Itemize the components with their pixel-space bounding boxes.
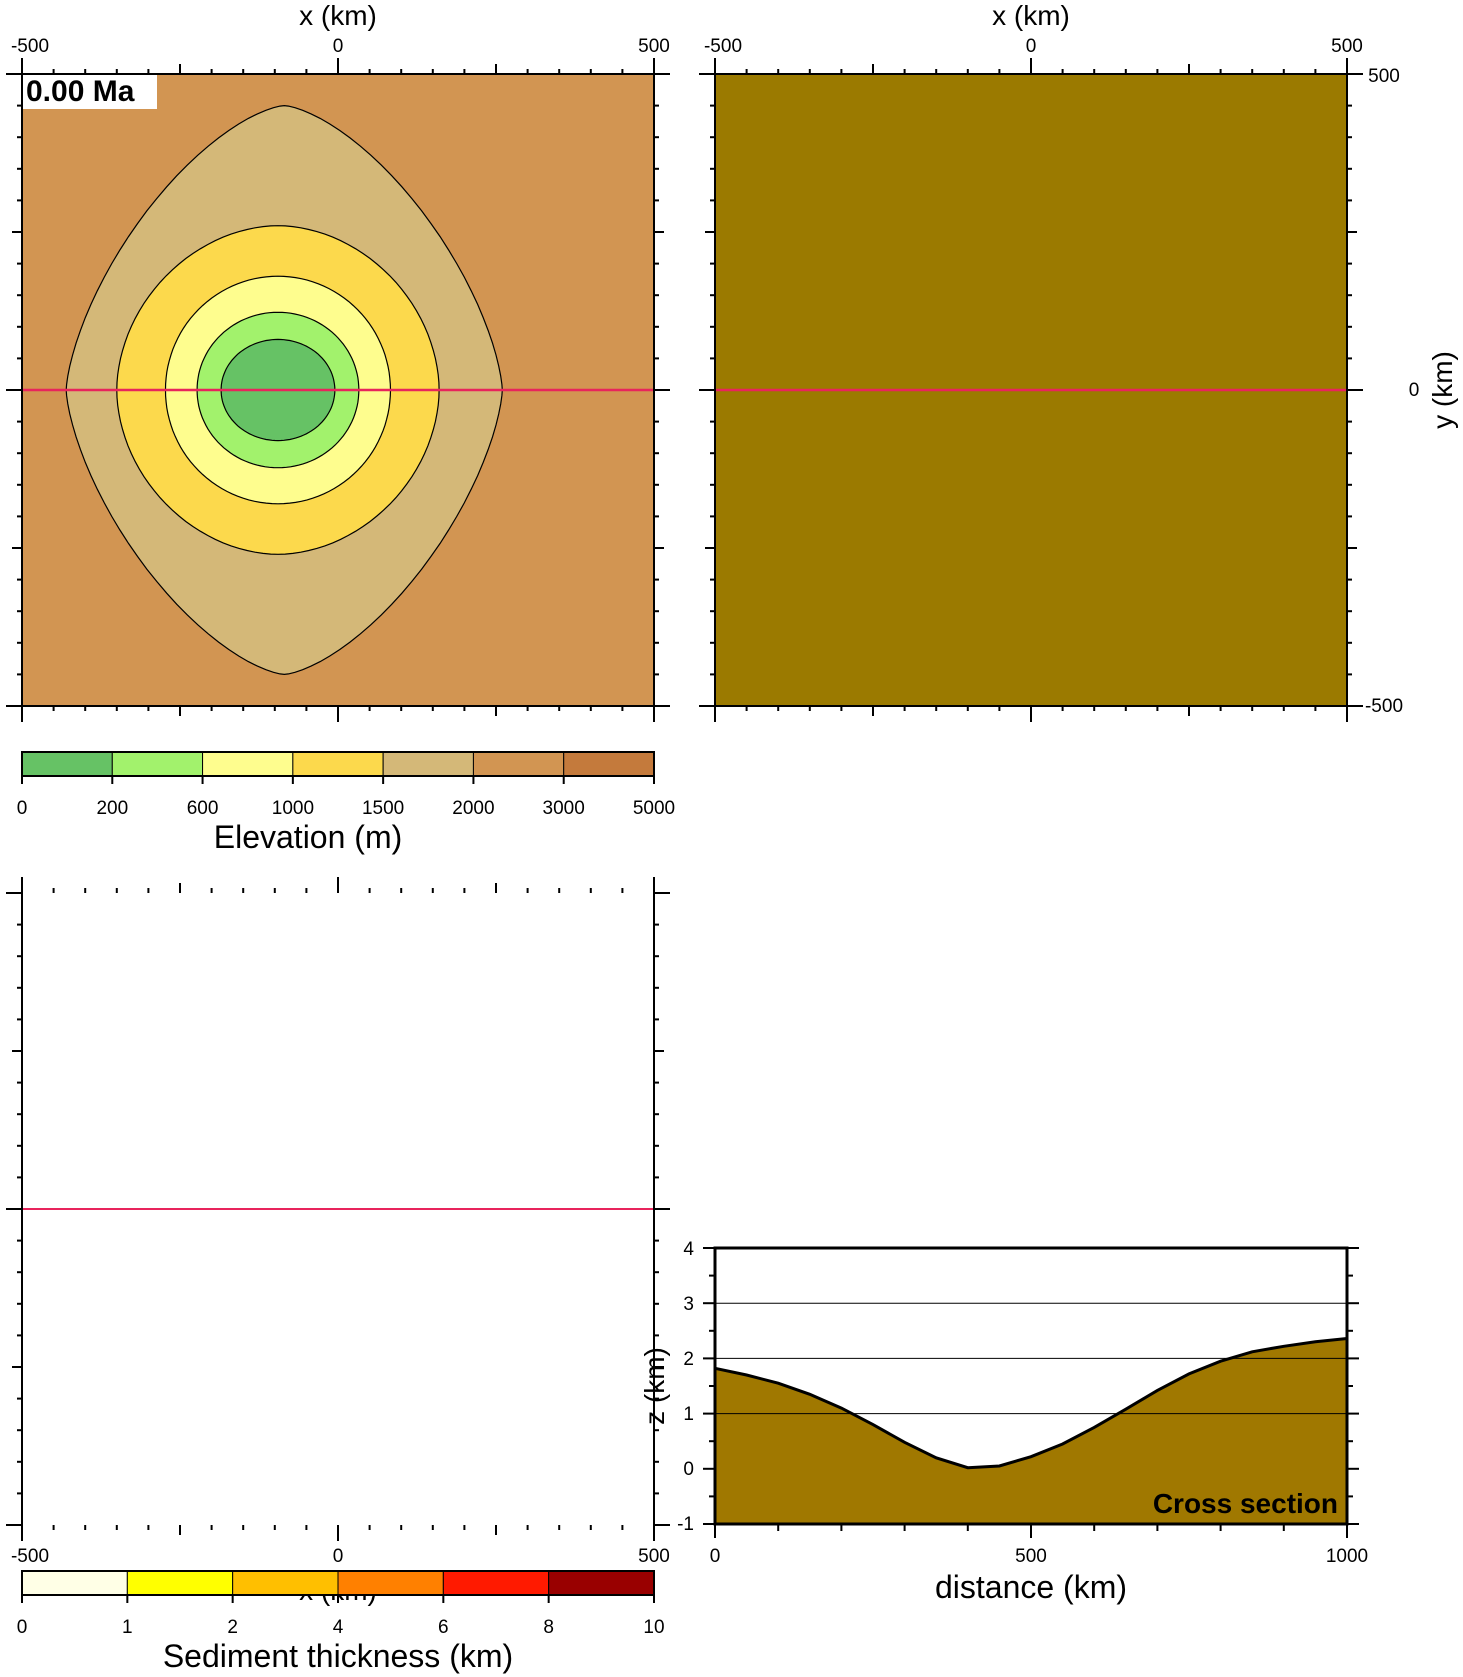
colorbar-swatch <box>442 1570 550 1596</box>
sediment-map-x-tick-label: -500 <box>704 36 742 57</box>
cross-section-annotation: Cross section <box>1153 1488 1338 1519</box>
empty-map-x-tick-label: -500 <box>11 1546 49 1567</box>
colorbar-swatch <box>232 1570 339 1596</box>
colorbar-swatch <box>337 1570 444 1596</box>
elevation-colorbar-tick-label: 0 <box>17 798 28 819</box>
cross-section-area <box>715 1338 1347 1524</box>
cross-section-y-tick-labels: 4 3 2 1 0 -1 <box>677 1239 694 1535</box>
elevation-colorbar-title: Elevation (m) <box>214 819 403 855</box>
colorbar-swatch <box>126 1570 234 1596</box>
elevation-colorbar-labels: 0 200 600 1000 1500 2000 3000 5000 <box>17 798 675 819</box>
sediment-colorbar-tick-label: 6 <box>438 1617 449 1638</box>
elevation-colorbar: 0 200 600 1000 1500 2000 3000 5000 Eleva… <box>17 751 675 855</box>
colorbar-swatch <box>202 751 294 777</box>
elevation-colorbar-tick-label: 200 <box>96 798 128 819</box>
cross-section-surface-line <box>714 1337 1348 1470</box>
elevation-colorbar-swatches <box>21 751 655 784</box>
sediment-colorbar-title: Sediment thickness (km) <box>163 1638 513 1674</box>
sediment-colorbar-tick-label: 8 <box>543 1617 554 1638</box>
sediment-colorbar-tick-label: 10 <box>643 1617 664 1638</box>
colorbar-swatch <box>382 751 474 777</box>
elevation-colorbar-tick-label: 2000 <box>452 798 494 819</box>
elevation-colorbar-tick-label: 5000 <box>633 798 675 819</box>
cross-section-y-tick-label: 1 <box>683 1404 694 1425</box>
sediment-colorbar-swatches <box>21 1570 655 1603</box>
colorbar-swatch <box>548 1570 655 1596</box>
cross-section-x-axis-title: distance (km) <box>935 1569 1127 1605</box>
elevation-colorbar-tick-label: 3000 <box>543 798 585 819</box>
elevation-map-panel: 0.00 Ma x (km) -500 0 500 <box>6 0 670 722</box>
cross-section-ticks <box>703 1247 1359 1538</box>
sediment-colorbar-tick-label: 2 <box>227 1617 238 1638</box>
elevation-colorbar-tick-label: 600 <box>187 798 219 819</box>
cross-section-panel: 4 3 2 1 0 -1 0 500 1000 distance (km) z … <box>639 1239 1368 1605</box>
sediment-map-x-tick-label: 500 <box>1331 36 1363 57</box>
empty-map-panel: -500 0 500 x (km) <box>6 877 670 1606</box>
colorbar-swatch <box>472 751 565 777</box>
cross-section-x-tick-label: 0 <box>710 1546 721 1567</box>
empty-map-ticks <box>6 877 670 1541</box>
sediment-map-y-tick-label: -500 <box>1365 696 1403 717</box>
sediment-map-x-tick-label: 0 <box>1026 36 1037 57</box>
time-label: 0.00 Ma <box>26 75 135 108</box>
elevation-map-x-axis-title: x (km) <box>299 0 377 31</box>
cross-section-y-tick-label: 4 <box>683 1239 694 1260</box>
sediment-colorbar-tick-label: 1 <box>122 1617 133 1638</box>
elevation-colorbar-frame <box>21 751 655 777</box>
cross-section-y-axis-title: z (km) <box>639 1347 670 1425</box>
sediment-map-x-axis-title: x (km) <box>992 0 1070 31</box>
elevation-colorbar-tick-label: 1500 <box>362 798 404 819</box>
cross-section-x-tick-label: 500 <box>1015 1546 1047 1567</box>
cross-section-y-tick-label: 0 <box>683 1459 694 1480</box>
empty-map-x-tick-label: 500 <box>638 1546 670 1567</box>
cross-section-y-tick-label: 3 <box>683 1294 694 1315</box>
cross-section-gridlines <box>715 1302 1347 1415</box>
sediment-map-y-tick-label: 500 <box>1368 66 1400 87</box>
elevation-map-x-tick-label: 0 <box>333 36 344 57</box>
sediment-colorbar-frame <box>21 1570 655 1596</box>
time-label-box <box>23 75 157 109</box>
sediment-map-y-tick-label: 0 <box>1409 380 1420 401</box>
colorbar-swatch <box>292 751 384 777</box>
elevation-map-x-tick-label: 500 <box>638 36 670 57</box>
colorbar-swatch <box>111 751 204 777</box>
elevation-map-ticks <box>6 58 670 722</box>
sediment-map-y-axis-title: y (km) <box>1427 351 1458 429</box>
cross-section-y-tick-label: 2 <box>683 1349 694 1370</box>
empty-map-x-tick-label: 0 <box>333 1546 344 1567</box>
elevation-map-x-tick-label: -500 <box>11 36 49 57</box>
cross-section-x-tick-label: 1000 <box>1326 1546 1368 1567</box>
cross-section-y-tick-label: -1 <box>677 1514 694 1535</box>
colorbar-swatch <box>563 751 655 777</box>
sediment-map-panel: x (km) -500 0 500 500 0 -500 y (km) <box>699 0 1458 722</box>
colorbar-swatch <box>21 1570 128 1596</box>
sediment-map-ticks <box>699 58 1363 722</box>
colorbar-swatch <box>21 751 113 777</box>
sediment-colorbar: 0 1 2 4 6 8 10 Sediment thickness (km) <box>17 1570 665 1674</box>
sediment-colorbar-tick-label: 4 <box>333 1617 344 1638</box>
sediment-colorbar-tick-label: 0 <box>17 1617 28 1638</box>
elevation-colorbar-tick-label: 1000 <box>272 798 314 819</box>
